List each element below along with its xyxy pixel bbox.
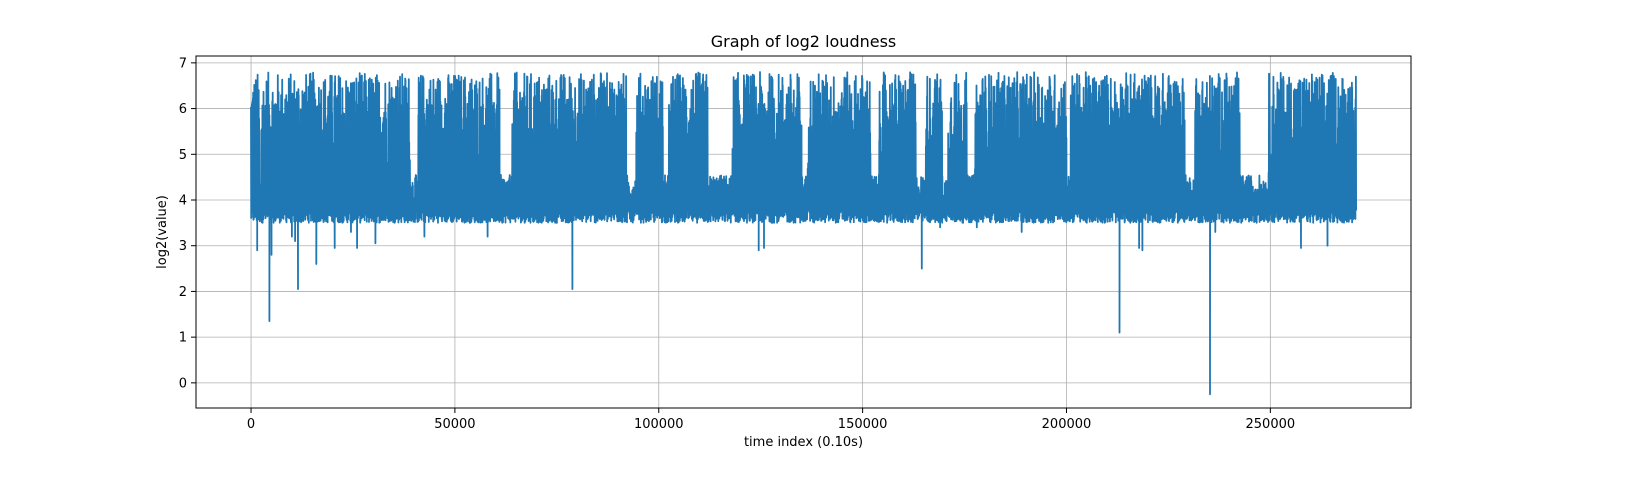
y-tick-label: 4 (179, 194, 187, 209)
x-tick-label: 250000 (1246, 417, 1296, 432)
x-tick-label: 150000 (838, 417, 888, 432)
y-tick-label: 5 (179, 148, 187, 163)
x-axis-title: time index (0.10s) (744, 435, 863, 450)
y-tick-label: 3 (179, 239, 187, 254)
y-tick-label: 6 (179, 102, 187, 117)
x-tick-label: 200000 (1042, 417, 1092, 432)
y-axis-ticks: 0 1 2 3 4 5 6 7 (179, 56, 196, 391)
plot-frame (195, 55, 1412, 409)
x-tick-label: 50000 (434, 417, 475, 432)
y-tick-label: 0 (179, 376, 187, 391)
y-tick-label: 7 (179, 56, 187, 71)
y-axis-title: log2(value) (155, 195, 170, 269)
chart-title: Graph of log2 loudness (711, 32, 897, 51)
series-log2-loudness (250, 71, 1357, 396)
x-axis-ticks: 0 50000 100000 150000 200000 250000 (247, 408, 1295, 432)
y-tick-label: 2 (179, 285, 187, 300)
x-tick-label: 100000 (634, 417, 684, 432)
series-line (250, 71, 1357, 396)
x-tick-label: 0 (247, 417, 255, 432)
y-tick-label: 1 (179, 331, 187, 346)
